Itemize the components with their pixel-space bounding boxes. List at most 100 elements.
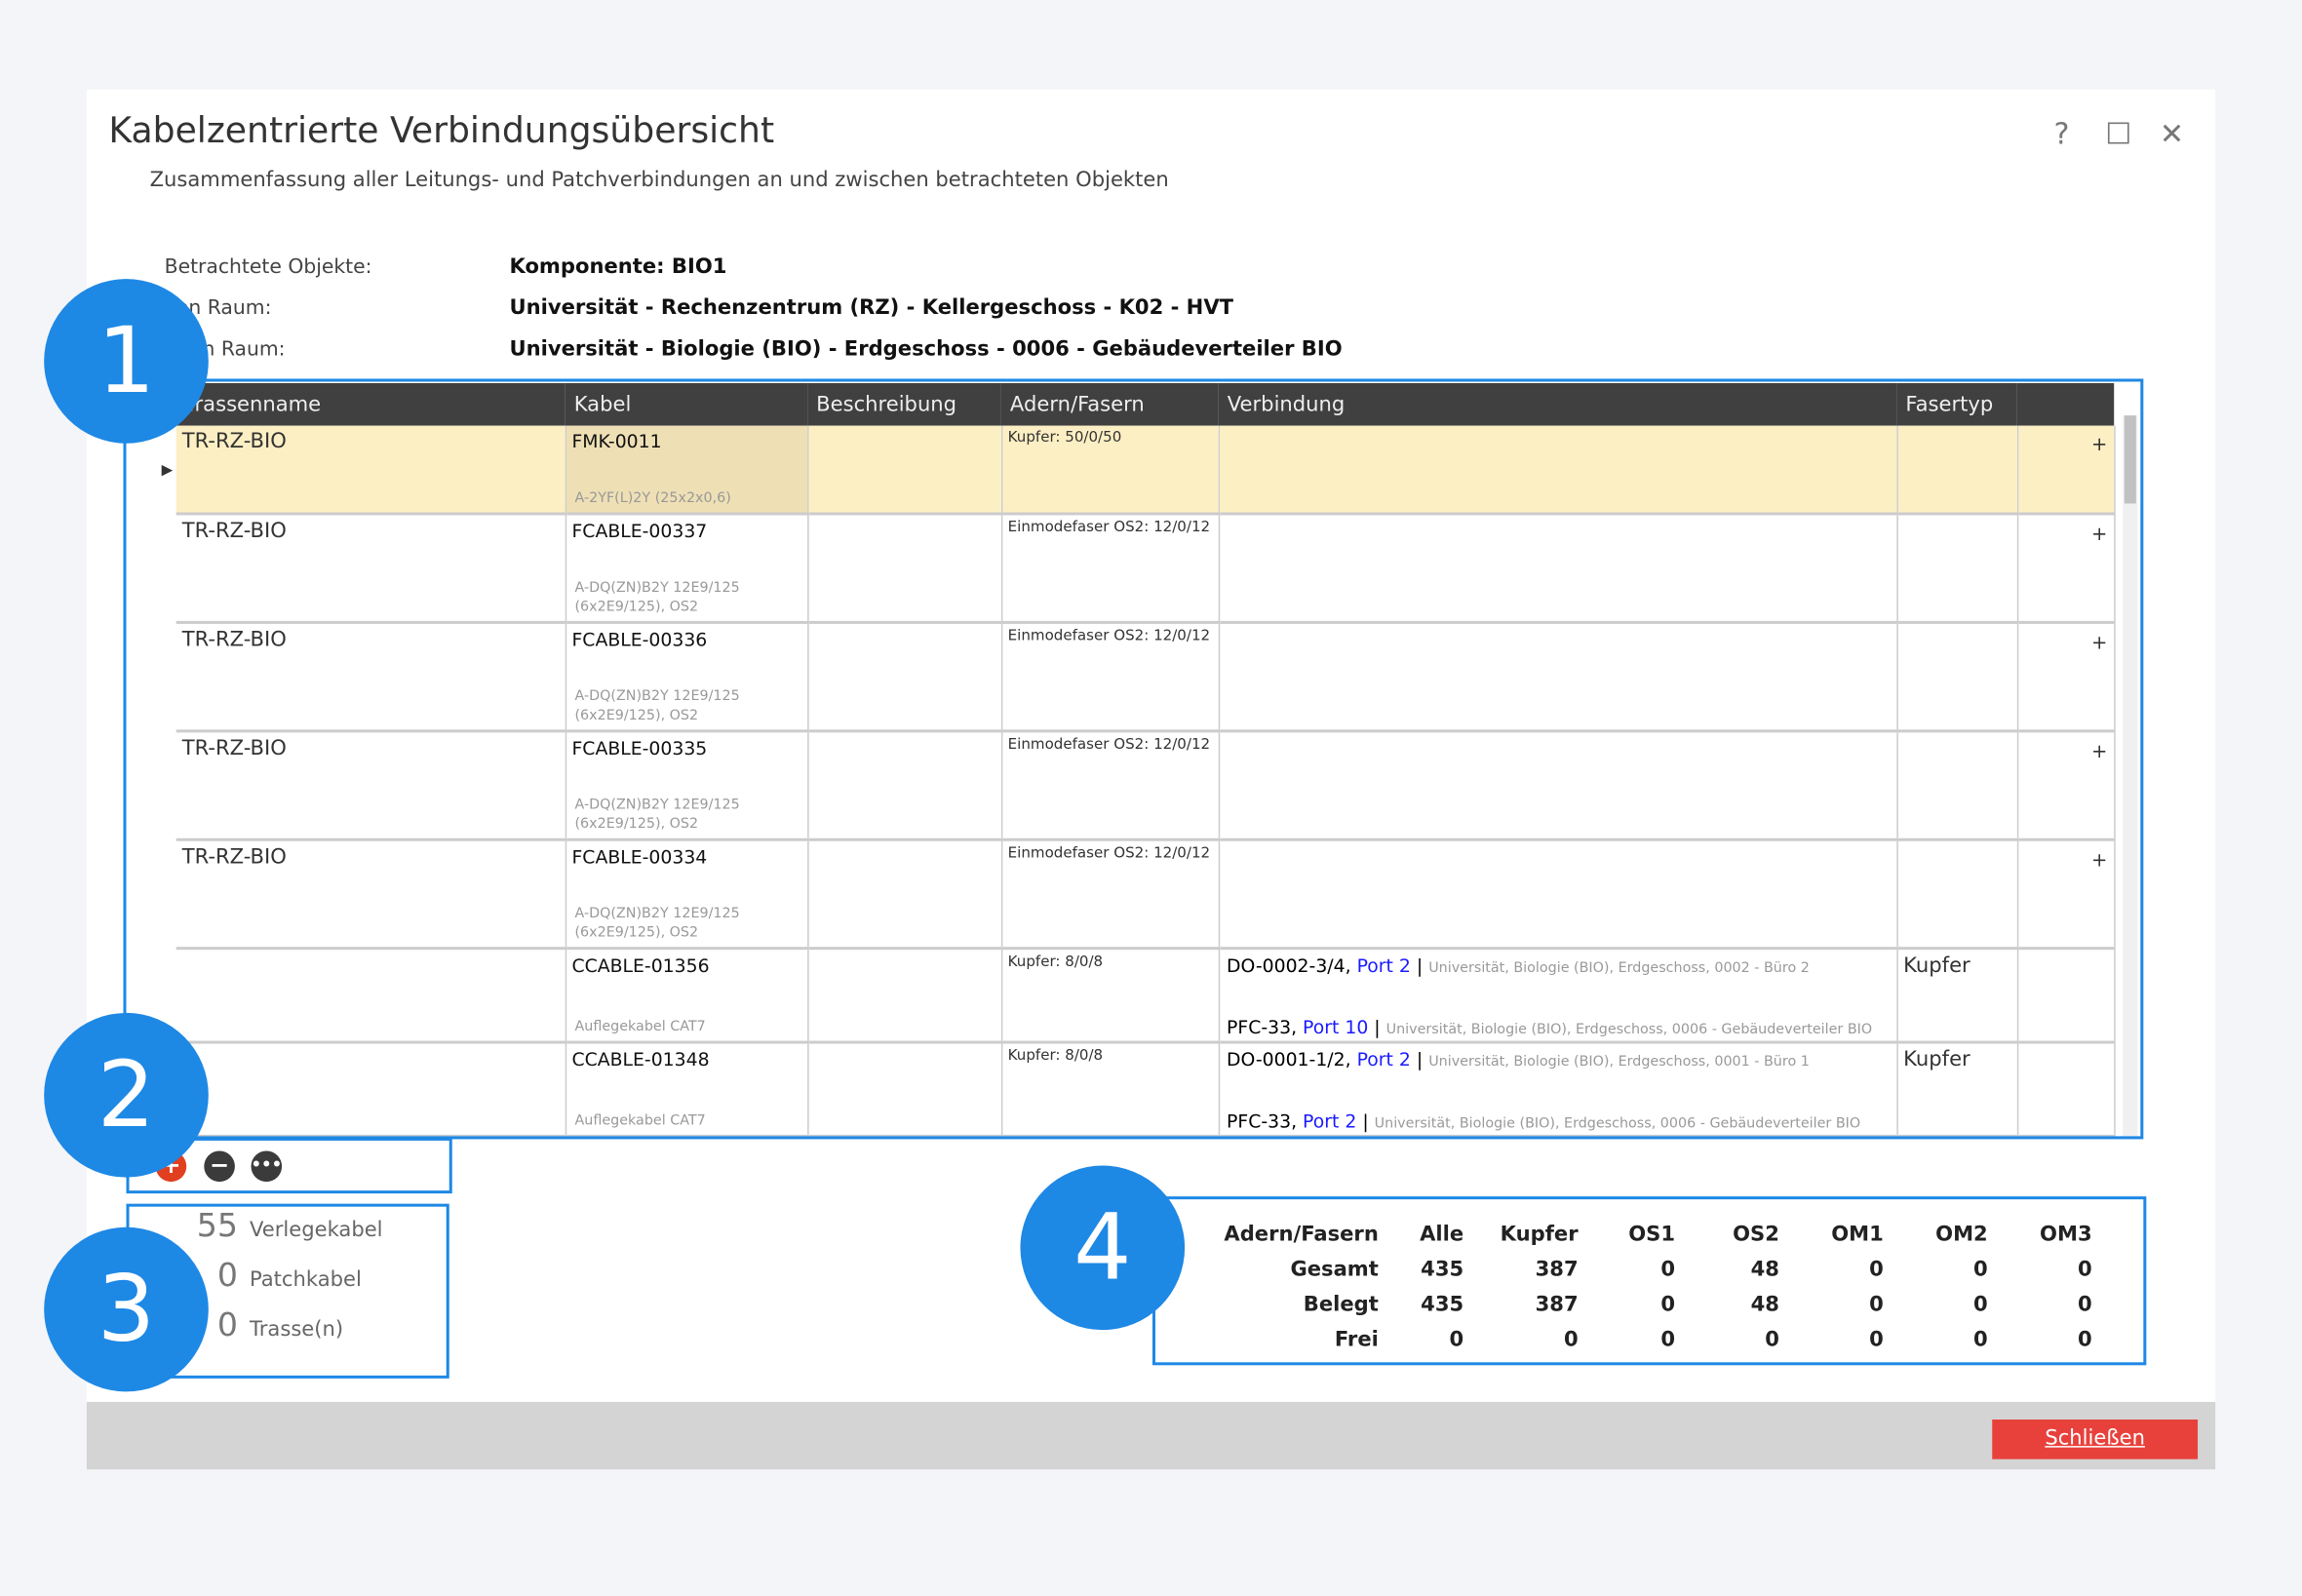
port-link[interactable]: Port 10 — [1303, 1015, 1369, 1038]
summary-cell: 0 — [1869, 1328, 1884, 1352]
port-link[interactable]: Port 2 — [1303, 1109, 1357, 1132]
cell-beschreibung — [807, 622, 1002, 733]
summary-cell: 0 — [1660, 1328, 1676, 1352]
summary-cell: 48 — [1750, 1293, 1779, 1317]
connection-endpoint: DO-0001-1/2, Port 2 | Universität, Biolo… — [1227, 1048, 1810, 1070]
cell-adern: Kupfer: 8/0/8 — [1000, 948, 1220, 1044]
cell-verbindung — [1218, 622, 1898, 733]
summary-cell: 0 — [1973, 1258, 1988, 1282]
cell-adern: Kupfer: 8/0/8 — [1000, 1042, 1220, 1138]
table-row[interactable]: TR-RZ-BIO FCABLE-00337 A-DQ(ZN)B2Y 12E9/1… — [176, 513, 2115, 624]
cell-trasse: TR-RZ-BIO — [176, 839, 566, 951]
info-value: Komponente: BIO1 — [509, 254, 727, 280]
summary-cell: OM3 — [2040, 1223, 2092, 1247]
table-row[interactable]: TR-RZ-BIO FCABLE-00336 A-DQ(ZN)B2Y 12E9/1… — [176, 622, 2115, 733]
table-row[interactable]: CCABLE-01356 Auflegekabel CAT7 Kupfer: 8/… — [176, 948, 2115, 1044]
cell-expand[interactable]: + — [2016, 513, 2115, 624]
more-button[interactable]: ••• — [251, 1150, 282, 1183]
cell-adern: Kupfer: 50/0/50 — [1000, 425, 1220, 516]
summary-cell: 0 — [1869, 1258, 1884, 1282]
callout-3: 3 — [44, 1226, 209, 1392]
help-icon[interactable]: ? — [2053, 115, 2070, 152]
summary-cell: OM1 — [1831, 1223, 1884, 1247]
cell-fasertyp: Kupfer — [1896, 948, 2018, 1044]
cell-adern: Einmodefaser OS2: 12/0/12 — [1000, 513, 1220, 624]
expand-icon[interactable]: + — [2091, 632, 2108, 655]
cell-expand[interactable] — [2016, 1042, 2115, 1138]
summary-cell: Frei — [1334, 1328, 1379, 1352]
dialog-title: Kabelzentrierte Verbindungsübersicht — [108, 109, 775, 152]
port-link[interactable]: Port 2 — [1356, 1048, 1411, 1070]
summary-cell: Alle — [1420, 1223, 1464, 1247]
column-header-adern[interactable]: Adern/Fasern — [1000, 382, 1219, 426]
table-row[interactable]: TR-RZ-BIO FCABLE-00335 A-DQ(ZN)B2Y 12E9/1… — [176, 730, 2115, 841]
cell-adern: Einmodefaser OS2: 12/0/12 — [1000, 839, 1220, 951]
close-icon[interactable]: ✕ — [2159, 115, 2185, 152]
connection-endpoint: PFC-33, Port 2 | Universität, Biologie (… — [1227, 1109, 1861, 1132]
dialog: Kabelzentrierte Verbindungsübersicht Zus… — [86, 89, 2216, 1470]
remove-button[interactable]: − — [204, 1150, 235, 1183]
column-header-verbindung[interactable]: Verbindung — [1218, 382, 1897, 426]
cell-verbindung — [1218, 425, 1898, 516]
cell-fasertyp — [1896, 730, 2018, 841]
cell-trasse: TR-RZ-BIO — [176, 513, 566, 624]
summary-cell: Adern/Fasern — [1224, 1223, 1379, 1247]
table-row[interactable]: CCABLE-01348 Auflegekabel CAT7 Kupfer: 8/… — [176, 1042, 2115, 1138]
grid-header: Trassenname Kabel Beschreibung Adern/Fas… — [176, 382, 2115, 426]
cell-fasertyp — [1896, 839, 2018, 951]
cell-trasse — [176, 1042, 566, 1138]
expand-icon[interactable]: + — [2091, 434, 2108, 457]
cell-beschreibung — [807, 839, 1002, 951]
expand-icon[interactable]: + — [2091, 741, 2108, 763]
cell-adern: Einmodefaser OS2: 12/0/12 — [1000, 730, 1220, 841]
summary-row: Gesamt 435 387 0 48 0 0 0 — [1223, 1252, 2091, 1287]
cell-beschreibung — [807, 425, 1002, 516]
close-button[interactable]: Schließen — [1992, 1420, 2199, 1460]
cell-fasertyp: Kupfer — [1896, 1042, 2018, 1138]
connection-endpoint: PFC-33, Port 10 | Universität, Biologie … — [1227, 1015, 1873, 1038]
info-value: Universität - Biologie (BIO) - Erdgescho… — [509, 337, 1343, 362]
cell-expand[interactable]: + — [2016, 622, 2115, 733]
cell-beschreibung — [807, 948, 1002, 1044]
cell-expand[interactable]: + — [2016, 730, 2115, 841]
cell-beschreibung — [807, 513, 1002, 624]
expand-icon[interactable]: + — [2091, 849, 2108, 873]
cell-fasertyp — [1896, 622, 2018, 733]
scrollbar-thumb[interactable] — [2124, 415, 2136, 504]
port-link[interactable]: Port 2 — [1356, 954, 1411, 977]
table-row[interactable]: TR-RZ-BIO FCABLE-00334 A-DQ(ZN)B2Y 12E9/1… — [176, 839, 2115, 951]
summary-cell: 0 — [1449, 1328, 1464, 1352]
summary-cell: 0 — [2077, 1258, 2092, 1282]
column-header-kabel[interactable]: Kabel — [565, 382, 808, 426]
table-row[interactable]: TR-RZ-BIO FMK-0011 A-2YF(L)2Y (25x2x0,6) … — [176, 425, 2115, 516]
summary-cell: Gesamt — [1290, 1258, 1379, 1282]
stat-verlegekabel: 55 Verlegekabel — [196, 1208, 383, 1245]
maximize-icon[interactable]: ☐ — [2105, 115, 2132, 152]
summary-table: Adern/Fasern Alle Kupfer OS1 OS2 OM1 OM2 OM3 Ges… — [1223, 1217, 2091, 1358]
column-header-beschreibung[interactable]: Beschreibung — [807, 382, 1001, 426]
cell-beschreibung — [807, 730, 1002, 841]
summary-row: Frei 0 0 0 0 0 0 0 — [1223, 1323, 2092, 1358]
summary-cell: 0 — [2077, 1293, 2092, 1317]
cell-adern: Einmodefaser OS2: 12/0/12 — [1000, 622, 1220, 733]
callout-frame-1 — [123, 378, 2144, 1140]
summary-cell: 0 — [1869, 1293, 1884, 1317]
cell-expand[interactable]: + — [2016, 425, 2115, 516]
row-indicator-icon: ▶ — [161, 462, 174, 479]
cell-trasse: TR-RZ-BIO — [176, 730, 566, 841]
cell-expand[interactable] — [2016, 948, 2115, 1044]
column-header-fasertyp[interactable]: Fasertyp — [1896, 382, 2017, 426]
expand-icon[interactable]: + — [2091, 524, 2108, 547]
cell-fasertyp — [1896, 425, 2018, 516]
summary-cell: 435 — [1421, 1293, 1464, 1317]
dialog-footer: Schließen — [86, 1401, 2216, 1470]
summary-cell: 435 — [1421, 1258, 1464, 1282]
summary-row: Adern/Fasern Alle Kupfer OS1 OS2 OM1 OM2 OM3 — [1223, 1217, 2091, 1252]
info-label: Betrachtete Objekte: — [164, 254, 372, 280]
scrollbar[interactable] — [2123, 415, 2138, 1138]
column-header-trassenname[interactable]: Trassenname — [176, 382, 566, 426]
cell-kabel: CCABLE-01356 Auflegekabel CAT7 — [565, 948, 808, 1044]
callout-4: 4 — [1020, 1165, 1186, 1331]
callout-1: 1 — [44, 279, 209, 444]
cell-expand[interactable]: + — [2016, 839, 2115, 951]
